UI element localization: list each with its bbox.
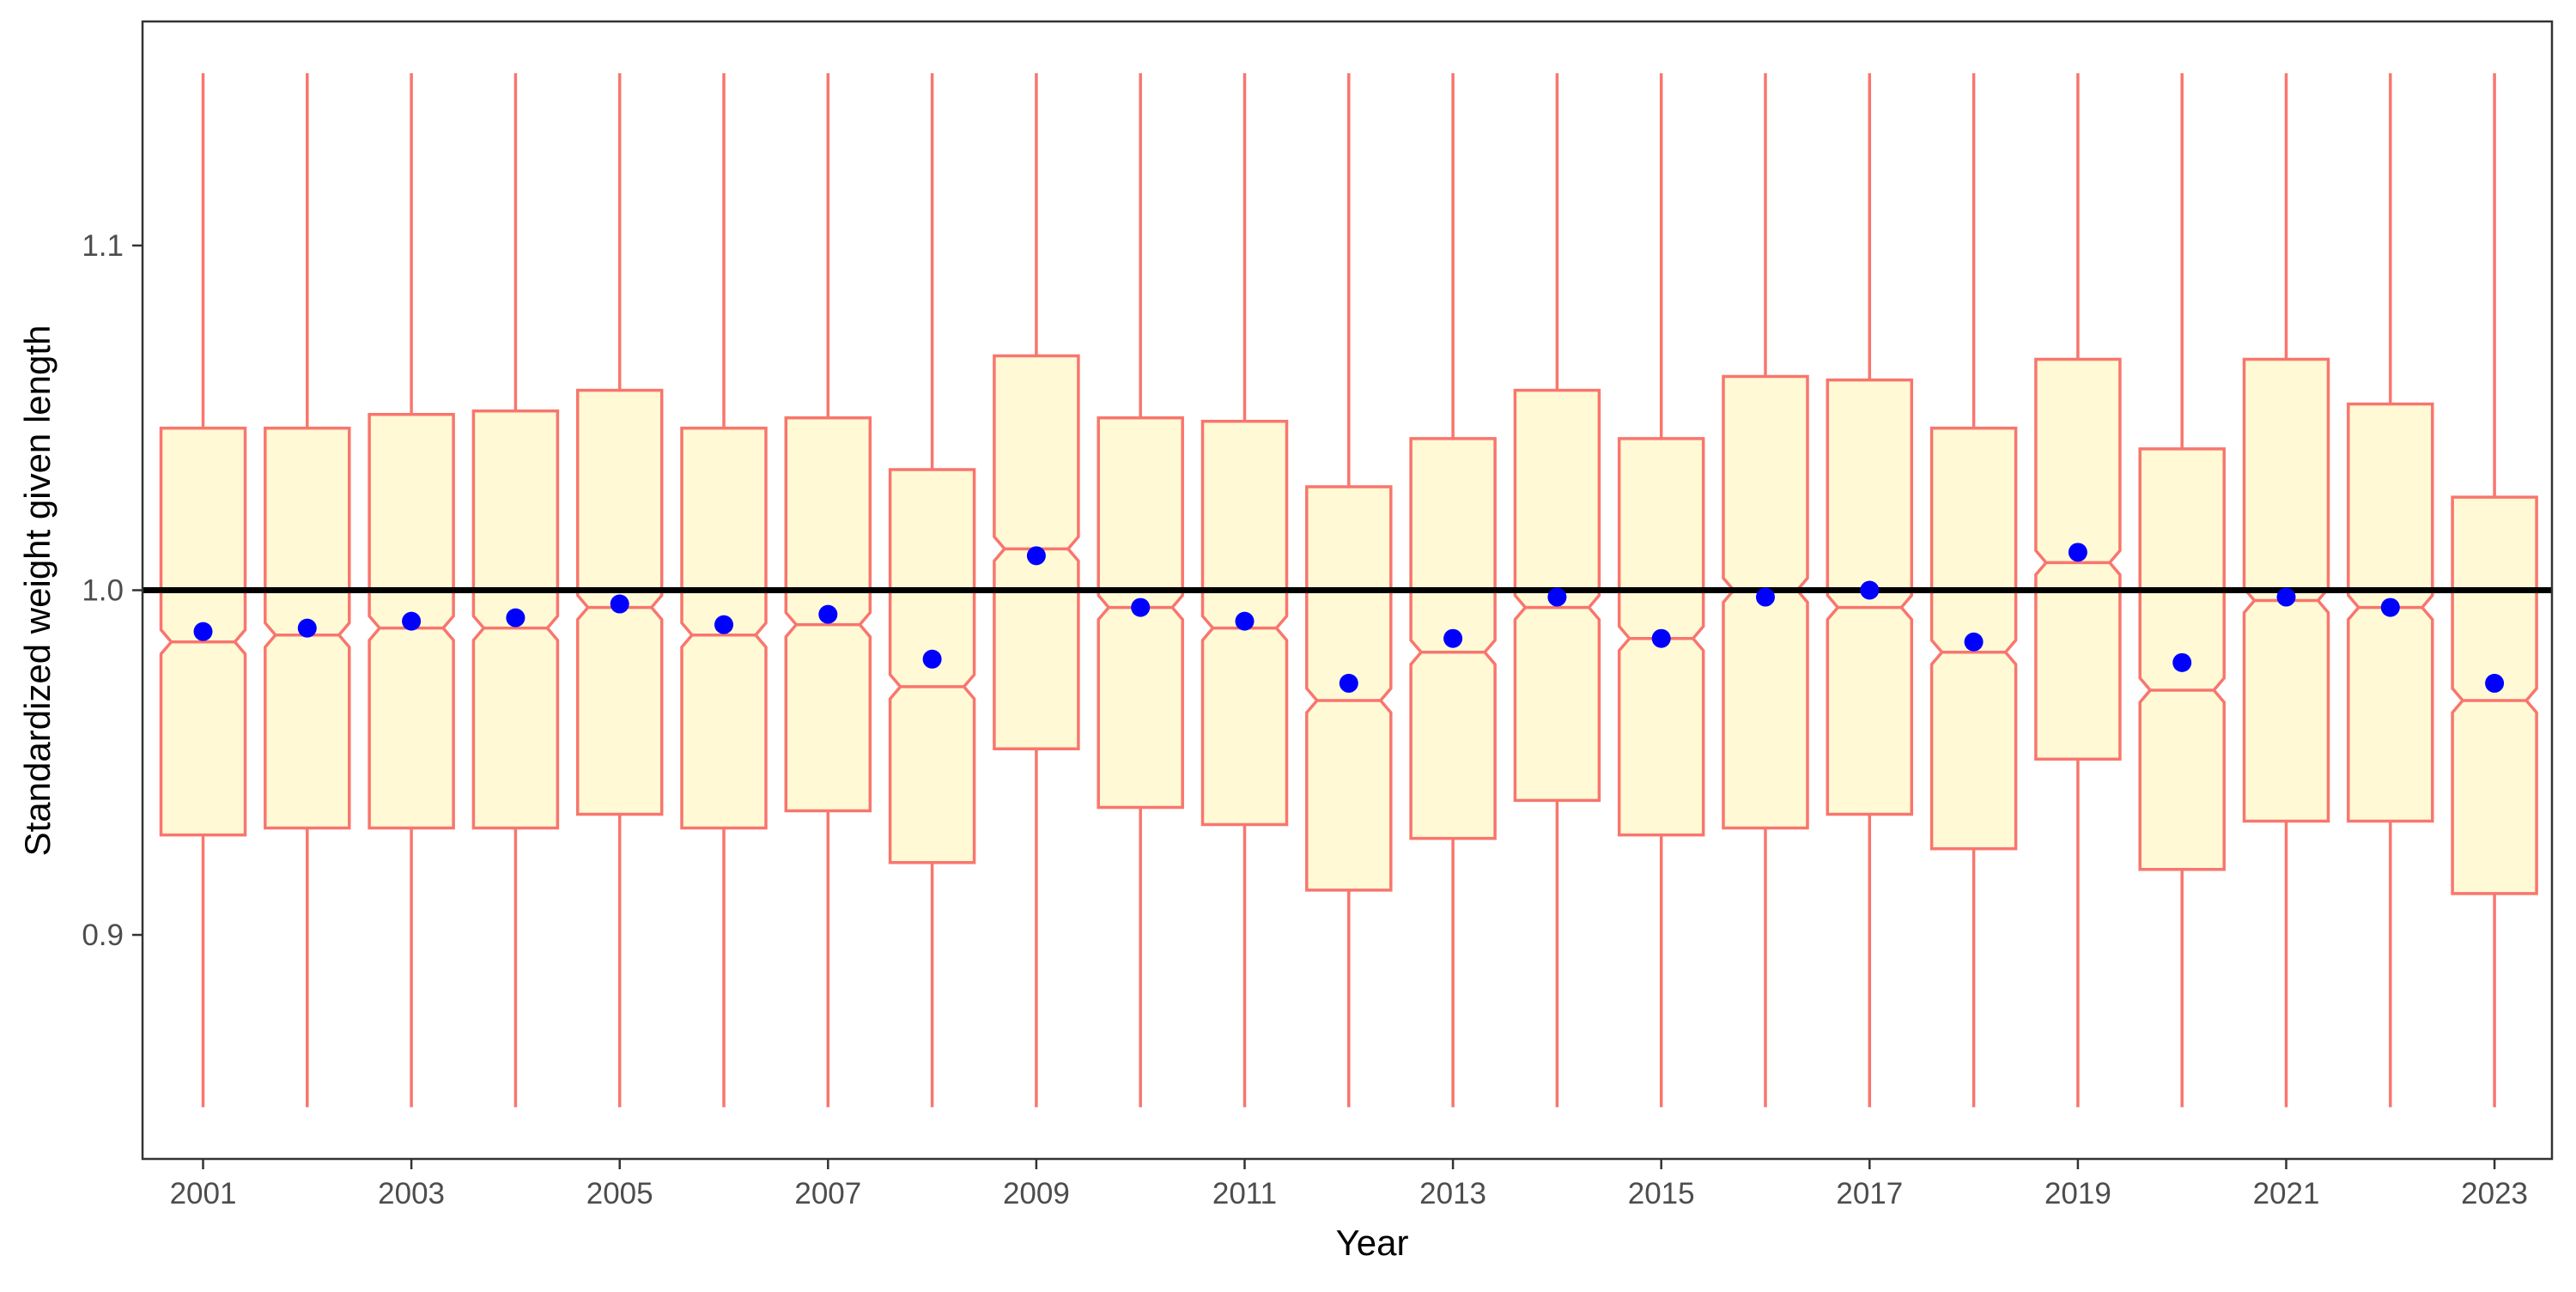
x-tick-label: 2001 [170, 1177, 237, 1210]
mean-point-2009 [1026, 546, 1046, 566]
mean-point-2022 [2380, 597, 2400, 617]
x-tick-label: 2013 [1419, 1177, 1486, 1210]
mean-point-2004 [506, 608, 526, 628]
x-tick-label: 2015 [1628, 1177, 1695, 1210]
mean-point-2010 [1131, 597, 1151, 617]
mean-point-2021 [2276, 587, 2296, 607]
x-tick-label: 2007 [794, 1177, 861, 1210]
mean-point-2008 [922, 649, 942, 669]
notched-box [2451, 495, 2538, 895]
mean-point-2014 [1547, 587, 1567, 607]
mean-point-2005 [610, 594, 629, 614]
mean-point-2011 [1235, 611, 1255, 631]
mean-point-2015 [1651, 628, 1671, 648]
mean-point-2007 [818, 604, 838, 624]
mean-point-2013 [1443, 628, 1463, 648]
mean-point-2006 [714, 615, 733, 634]
mean-point-2023 [2485, 673, 2505, 693]
x-tick-label: 2023 [2461, 1177, 2528, 1210]
mean-point-2019 [2068, 543, 2087, 562]
mean-point-2003 [402, 611, 422, 631]
x-axis-title: Year [1336, 1222, 1409, 1263]
mean-point-2002 [297, 618, 317, 638]
mean-point-2016 [1756, 587, 1775, 607]
y-tick-label: 1.1 [82, 229, 124, 263]
x-tick-label: 2019 [2044, 1177, 2111, 1210]
mean-point-2001 [193, 622, 213, 641]
x-tick-label: 2003 [378, 1177, 445, 1210]
box-2023 [2451, 73, 2538, 1107]
y-tick-label: 0.9 [82, 919, 124, 952]
x-tick-label: 2009 [1003, 1177, 1070, 1210]
mean-point-2012 [1339, 673, 1358, 693]
mean-point-2017 [1860, 580, 1880, 600]
x-tick-label: 2011 [1212, 1177, 1277, 1210]
mean-point-2020 [2172, 652, 2192, 672]
mean-point-group [193, 543, 2505, 693]
mean-point-2018 [1964, 632, 1984, 652]
y-tick-label: 1.0 [82, 574, 124, 608]
x-tick-label: 2005 [586, 1177, 653, 1210]
y-axis-title: Standardized weight given length [17, 325, 58, 857]
x-tick-label: 2017 [1836, 1177, 1903, 1210]
x-tick-label: 2021 [2253, 1177, 2320, 1210]
axes-group: 0.9 1.0 1.1 2001 2003 2005 2007 2009 2011 2013 201… [82, 229, 2528, 1210]
